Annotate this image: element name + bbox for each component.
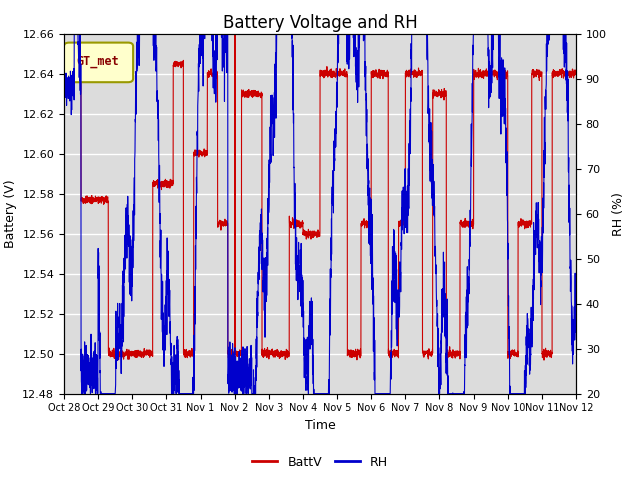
X-axis label: Time: Time [305, 419, 335, 432]
Y-axis label: Battery (V): Battery (V) [4, 180, 17, 248]
BattV [60, 57, 68, 63]
BattV [231, 31, 239, 36]
BattV [572, 70, 580, 75]
RH [79, 391, 86, 396]
RH [572, 276, 580, 282]
BattV [203, 148, 211, 154]
RH [170, 387, 178, 393]
BattV [540, 357, 548, 363]
RH [60, 86, 68, 92]
BattV [572, 69, 580, 74]
RH [370, 314, 378, 320]
Legend: BattV, RH: BattV, RH [248, 451, 392, 474]
BattV [370, 72, 378, 77]
RH [572, 296, 580, 301]
BattV [379, 69, 387, 74]
FancyBboxPatch shape [64, 43, 133, 82]
Line: BattV: BattV [64, 34, 576, 360]
RH [524, 315, 531, 321]
Title: Battery Voltage and RH: Battery Voltage and RH [223, 14, 417, 32]
RH [379, 391, 387, 396]
Text: GT_met: GT_met [76, 55, 118, 68]
Line: RH: RH [64, 34, 576, 394]
RH [204, 31, 211, 36]
BattV [170, 61, 177, 67]
Y-axis label: RH (%): RH (%) [612, 192, 625, 236]
BattV [524, 218, 531, 224]
RH [70, 31, 78, 36]
